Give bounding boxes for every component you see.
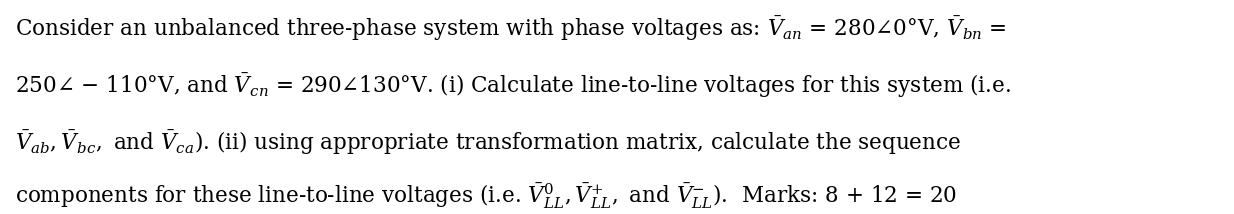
Text: Consider an unbalanced three-phase system with phase voltages as: $\bar{V}_{an}$: Consider an unbalanced three-phase syste… [15,15,1007,43]
Text: $\bar{V}_{ab}, \bar{V}_{bc},$ and $\bar{V}_{ca}$). (ii) using appropriate transf: $\bar{V}_{ab}, \bar{V}_{bc},$ and $\bar{… [15,128,961,157]
Text: 250∠ − 110°V, and $\bar{V}_{cn}$ = 290∠130°V. (i) Calculate line-to-line voltage: 250∠ − 110°V, and $\bar{V}_{cn}$ = 290∠1… [15,71,1011,100]
Text: components for these line-to-line voltages (i.e. $\bar{V}^{0}_{LL}, \bar{V}^{+}_: components for these line-to-line voltag… [15,181,956,211]
